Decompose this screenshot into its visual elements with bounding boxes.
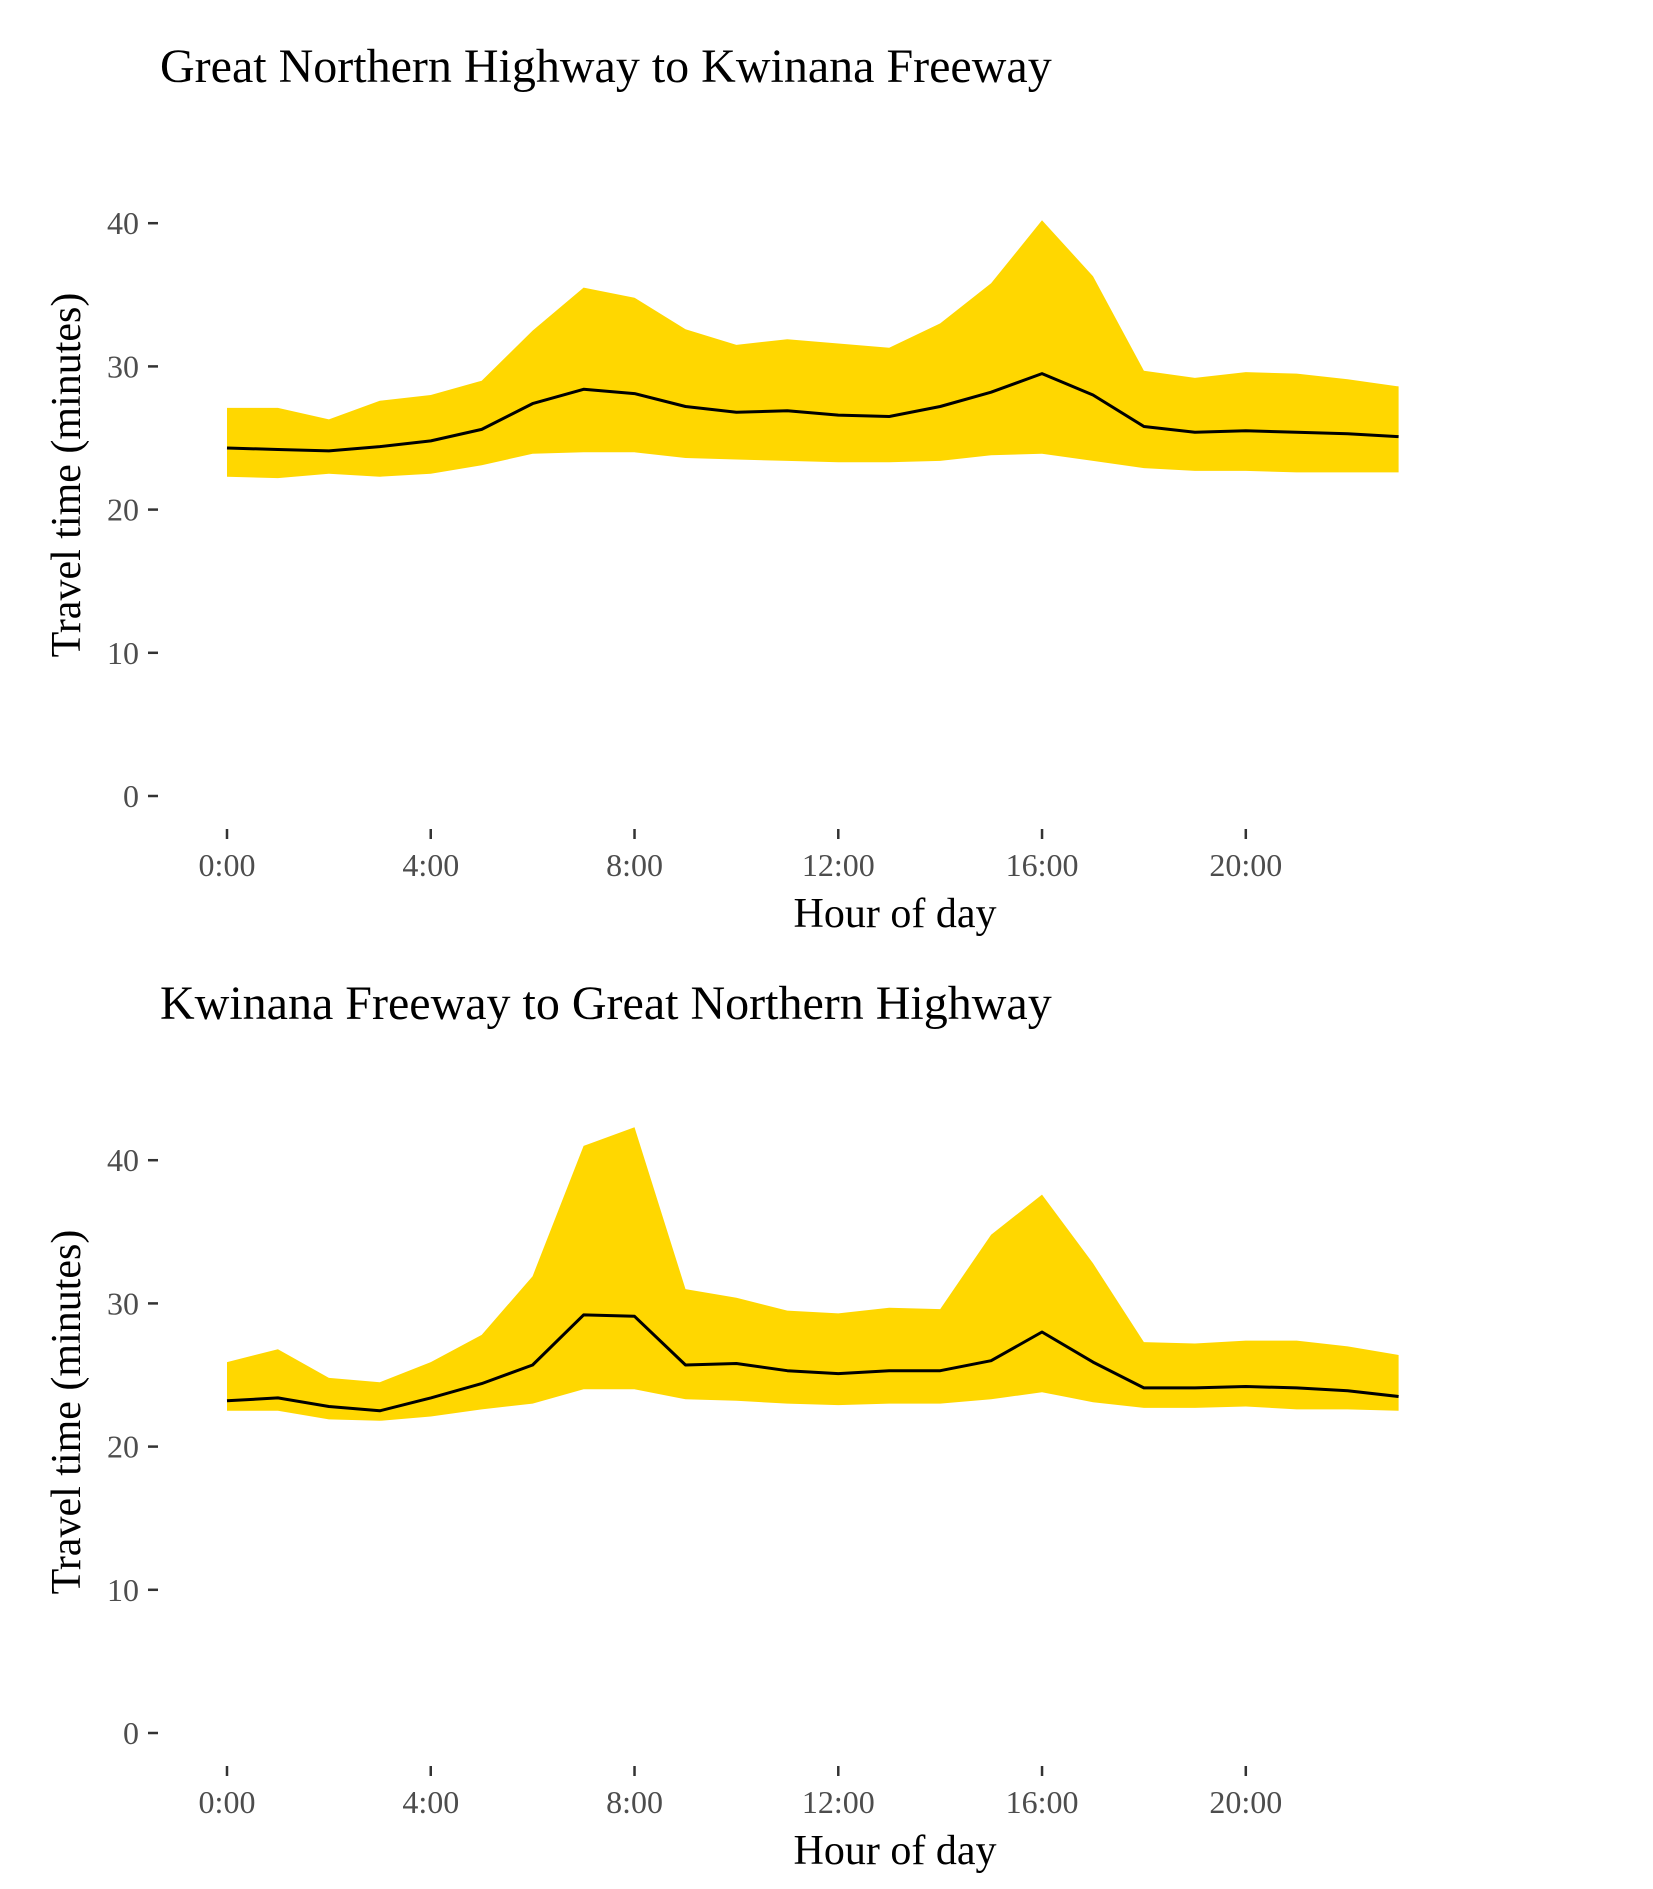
- panel-1-median-line: [226, 372, 1399, 453]
- panel-1: Great Northern Highway to Kwinana Freewa…: [44, 40, 1399, 937]
- panel-1-y-tick-label: 10: [107, 635, 139, 671]
- panel-1-range-band: [227, 220, 1399, 479]
- panel-2-x-tick-label: 12:00: [802, 1784, 875, 1820]
- panel-1-x-ticks: 0:00 4:00 8:00 12:00 16:00 20:00: [199, 829, 1282, 883]
- panel-1-x-tick-label: 0:00: [199, 847, 256, 883]
- panel-1-x-tick-label: 20:00: [1209, 847, 1282, 883]
- panel-2-x-tick-label: 4:00: [402, 1784, 459, 1820]
- panel-2-y-tick-label: 0: [123, 1715, 139, 1751]
- panel-2: Kwinana Freeway to Great Northern Highwa…: [44, 977, 1399, 1874]
- panel-1-x-tick-label: 8:00: [606, 847, 663, 883]
- panel-2-y-tick-label: 30: [107, 1285, 139, 1321]
- panel-2-x-tick-label: 20:00: [1209, 1784, 1282, 1820]
- panel-2-y-tick-label: 20: [107, 1429, 139, 1465]
- panel-1-x-axis-title: Hour of day: [794, 891, 997, 937]
- panel-1-y-tick-label: 0: [123, 778, 139, 814]
- panel-2-median-line: [226, 1313, 1399, 1413]
- panel-2-range-band: [227, 1127, 1399, 1421]
- panel-2-y-ticks: 0 10 20 30 40: [107, 1142, 158, 1751]
- panel-2-y-axis-title: Travel time (minutes): [44, 1230, 90, 1595]
- panel-2-x-axis-title: Hour of day: [794, 1828, 997, 1874]
- panel-1-y-tick-label: 30: [107, 348, 139, 384]
- panel-1-y-axis-title: Travel time (minutes): [44, 293, 90, 658]
- panel-1-x-tick-label: 16:00: [1006, 847, 1079, 883]
- panel-2-x-tick-label: 0:00: [199, 1784, 256, 1820]
- panel-1-y-ticks: 0 10 20 30 40: [107, 205, 158, 814]
- panel-2-x-tick-label: 16:00: [1006, 1784, 1079, 1820]
- panel-2-title: Kwinana Freeway to Great Northern Highwa…: [160, 977, 1052, 1030]
- panel-2-y-tick-label: 10: [107, 1572, 139, 1608]
- panel-1-y-tick-label: 40: [107, 205, 139, 241]
- panel-1-title: Great Northern Highway to Kwinana Freewa…: [160, 40, 1052, 93]
- panel-1-x-tick-label: 4:00: [402, 847, 459, 883]
- panel-1-x-tick-label: 12:00: [802, 847, 875, 883]
- panel-1-y-tick-label: 20: [107, 492, 139, 528]
- panel-2-x-ticks: 0:00 4:00 8:00 12:00 16:00 20:00: [199, 1766, 1282, 1820]
- panel-2-y-tick-label: 40: [107, 1142, 139, 1178]
- panel-2-x-tick-label: 8:00: [606, 1784, 663, 1820]
